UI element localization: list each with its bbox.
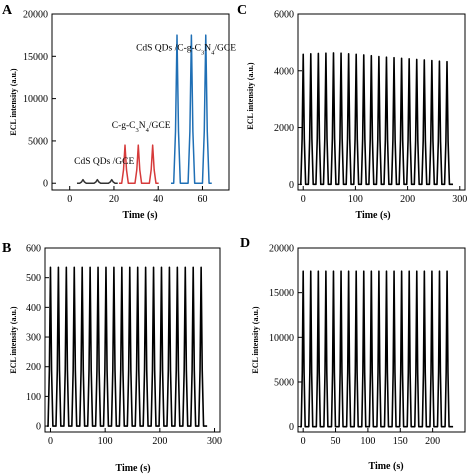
panel-d-x-tick-label: 100 (360, 436, 375, 447)
panel-d-y-axis-title: ECL intensity (a.u.) (251, 306, 260, 373)
panel-d-x-tick-label: 150 (393, 436, 408, 447)
panel-b-x-tick-label: 300 (207, 436, 222, 447)
panel-a-y-tick-label: 10000 (23, 94, 48, 105)
panel-a-annotation: CdS QDs /GCE (74, 157, 134, 167)
panel-a: A ECL intensity (a.u.) Time (s) 0 20 40 600… (2, 3, 236, 221)
panel-c-y-tick-label: 0 (289, 180, 294, 191)
panel-a-x-tick-label: 40 (153, 194, 163, 205)
panel-b-letter: B (2, 241, 11, 256)
panel-c-x-axis-title: Time (s) (355, 210, 390, 221)
panel-a-plot: 0 20 40 60 0 5000 10000 15000 20000 CdS QDs /GCE C… (23, 10, 236, 206)
panel-c-letter: C (237, 3, 247, 18)
panel-d-y-tick-label: 0 (289, 422, 294, 433)
panel-d-y-tick-label: 20000 (269, 244, 294, 255)
panel-c-x-tick-label: 300 (452, 194, 467, 205)
panel-b-y-tick-label: 0 (36, 422, 41, 433)
panel-b-x-tick-label: 200 (152, 436, 167, 447)
panel-b-series-0-line (47, 266, 208, 427)
panel-d: D ECL intensity (a.u.) Time (s) 0 50 100 15… (240, 236, 466, 472)
panel-d-series-0-line (300, 270, 454, 428)
panel-b-frame (44, 247, 221, 433)
panel-a-x-tick-label: 60 (197, 194, 207, 205)
panel-a-annotation: C-g-C3N4/GCE (112, 121, 171, 134)
panel-a-y-tick-label: 0 (43, 179, 48, 190)
panel-d-x-tick-label: 50 (331, 436, 341, 447)
panel-a-series-1-line (119, 144, 159, 184)
panel-a-x-tick-label: 20 (109, 194, 119, 205)
panel-b-y-axis-title: ECL intensity (a.u.) (9, 306, 18, 373)
panel-d-y-tick-label: 15000 (269, 288, 294, 299)
panel-c-y-axis-title: ECL intensity (a.u.) (246, 62, 255, 129)
panel-c-x-tick-label: 100 (348, 194, 363, 205)
panel-b-x-tick-label: 0 (48, 436, 53, 447)
panel-d-frame (297, 247, 466, 433)
panel-b-y-tick-label: 500 (26, 273, 41, 284)
panel-b-x-axis-title: Time (s) (115, 463, 150, 474)
panel-c-y-tick-label: 2000 (274, 123, 294, 134)
panel-b: B ECL intensity (a.u.) Time (s) 0 100 200 3… (2, 241, 222, 474)
panel-a-x-axis-title: Time (s) (122, 210, 157, 221)
panel-a-y-tick-label: 20000 (23, 10, 48, 21)
panel-b-y-tick-label: 400 (26, 303, 41, 314)
panel-b-y-tick-label: 300 (26, 333, 41, 344)
panel-d-y-tick-label: 5000 (274, 377, 294, 388)
panel-a-series-2-line (171, 34, 212, 184)
panel-c-y-tick-label: 6000 (274, 10, 294, 21)
panel-b-x-tick-label: 100 (98, 436, 113, 447)
panel-c-series-0-line (299, 52, 453, 186)
panel-b-y-tick-label: 200 (26, 362, 41, 373)
panel-a-letter: A (2, 3, 13, 18)
panel-d-letter: D (240, 236, 250, 251)
panel-d-plot: 0 50 100 150 200 0 5000 10000 15000 20000 (269, 244, 466, 447)
panel-d-x-tick-label: 0 (301, 436, 306, 447)
panel-d-x-axis-title: Time (s) (368, 461, 403, 472)
panel-c-x-tick-label: 200 (400, 194, 415, 205)
panel-d-y-tick-label: 10000 (269, 333, 294, 344)
panel-c-y-tick-label: 4000 (274, 66, 294, 77)
panel-a-x-tick-label: 0 (67, 194, 72, 205)
panel-c-plot: 0 100 200 300 0 2000 4000 6000 (274, 10, 467, 206)
panel-a-annotation: CdS QDs /C-g-C3N4/GCE (136, 43, 236, 56)
panel-b-plot: 0 100 200 300 0 100 200 300 400 500 600 (26, 244, 222, 448)
panel-b-y-tick-label: 100 (26, 392, 41, 403)
panel-c: C ECL intensity (a.u.) Time (s) 0 100 200 3… (237, 3, 467, 221)
panel-a-y-axis-title: ECL intensity (a.u.) (9, 68, 18, 135)
panel-d-x-tick-label: 200 (425, 436, 440, 447)
panel-a-y-tick-label: 5000 (28, 136, 48, 147)
panel-c-x-tick-label: 0 (301, 194, 306, 205)
panel-c-frame (297, 13, 466, 191)
panel-a-frame (51, 13, 230, 191)
panel-a-series-0-line (76, 178, 118, 184)
panel-a-y-tick-label: 15000 (23, 52, 48, 63)
panel-b-y-tick-label: 600 (26, 244, 41, 255)
